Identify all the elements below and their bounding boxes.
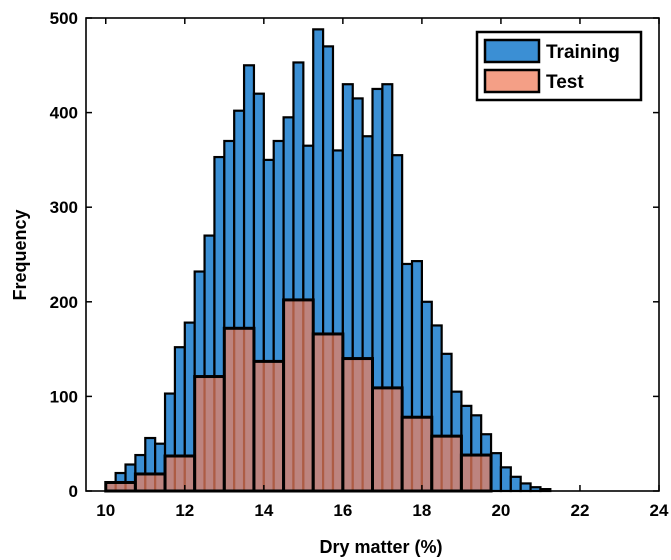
legend: Training Test [475, 30, 643, 102]
training-bar [519, 482, 532, 493]
test-bar [163, 454, 197, 493]
x-tick-label: 16 [333, 501, 352, 520]
test-bar [400, 415, 434, 493]
test-bar [193, 375, 226, 493]
y-tick-label: 300 [50, 198, 78, 217]
y-axis-label: Frequency [10, 209, 30, 300]
legend-label-test: Test [546, 72, 584, 93]
x-axis-label: Dry matter (%) [319, 537, 442, 557]
test-bar [282, 298, 315, 493]
y-tick-label: 200 [50, 293, 78, 312]
test-bar [133, 472, 167, 493]
y-tick-label: 100 [50, 387, 78, 406]
x-tick-label: 14 [254, 501, 273, 520]
legend-swatch-test [483, 68, 541, 94]
x-tick-label: 12 [175, 501, 194, 520]
legend-swatch-training [483, 38, 541, 64]
test-bar [371, 386, 404, 493]
axes-frame [85, 17, 660, 492]
x-tick-label: 24 [650, 501, 669, 520]
x-tick-label: 20 [491, 501, 510, 520]
y-tick-label: 400 [50, 104, 78, 123]
test-bar [459, 453, 493, 493]
x-tick-label: 18 [412, 501, 431, 520]
x-tick-label: 10 [96, 501, 115, 520]
legend-label-training: Training [546, 42, 620, 63]
training-bar [509, 475, 522, 493]
test-bar [311, 332, 345, 493]
test-bar [430, 434, 463, 493]
x-tick-label: 22 [571, 501, 590, 520]
y-tick-label: 0 [69, 482, 78, 501]
y-tick-label: 500 [50, 9, 78, 28]
training-bar [499, 466, 512, 493]
test-bar [222, 326, 256, 493]
test-bar [341, 357, 374, 493]
test-bar [104, 480, 137, 493]
test-bar [252, 359, 286, 493]
